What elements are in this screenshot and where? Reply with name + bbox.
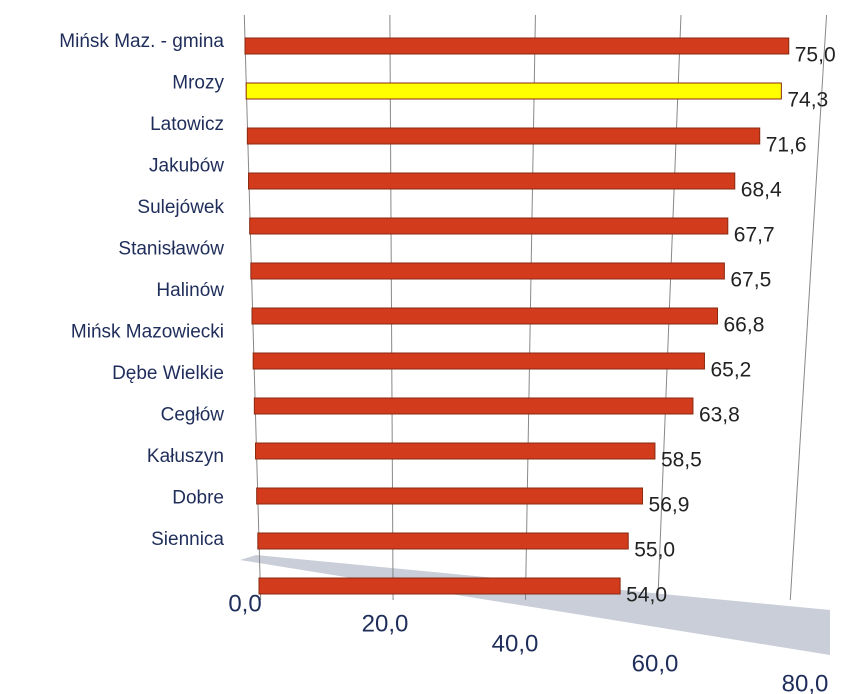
category-label: Jakubów (149, 156, 224, 177)
value-label: 58,5 (661, 449, 702, 472)
category-label: Stanisławów (118, 239, 224, 260)
x-tick-label: 80,0 (782, 670, 829, 694)
value-label: 74,3 (787, 89, 828, 112)
bar (250, 262, 725, 280)
grid-line (789, 14, 828, 601)
value-label: 56,9 (649, 494, 690, 517)
value-label: 67,7 (734, 224, 775, 247)
bar (245, 82, 782, 100)
category-label: Halinów (156, 280, 224, 301)
bar (256, 487, 644, 505)
bar (246, 127, 761, 145)
category-label: Kałuszyn (147, 446, 224, 467)
value-label: 65,2 (710, 359, 751, 382)
value-label: 75,0 (795, 44, 836, 67)
category-label: Dębe Wielkie (112, 363, 224, 384)
category-label: Mrozy (172, 73, 224, 94)
x-tick-label: 60,0 (632, 650, 679, 677)
category-label: Siennica (151, 529, 224, 550)
bar (258, 577, 621, 595)
x-tick-label: 40,0 (492, 630, 539, 657)
category-label: Sulejówek (137, 197, 224, 218)
value-label: 66,8 (724, 314, 765, 337)
category-label: Dobre (172, 488, 224, 509)
value-label: 55,0 (634, 539, 675, 562)
x-tick-label: 20,0 (362, 610, 409, 637)
bar (253, 397, 694, 415)
value-label: 71,6 (766, 134, 807, 157)
bar (257, 532, 629, 550)
category-label: Mińsk Mazowiecki (71, 322, 224, 343)
bar (249, 217, 729, 235)
category-label: Cegłów (161, 405, 225, 426)
value-label: 67,5 (730, 269, 771, 292)
bar (251, 307, 719, 325)
bar (244, 37, 790, 55)
bar (255, 442, 656, 460)
bar (252, 352, 705, 370)
value-label: 68,4 (741, 179, 782, 202)
x-tick-label: 0,0 (228, 590, 261, 617)
category-label: Latowicz (150, 114, 224, 135)
category-label: Mińsk Maz. - gmina (59, 31, 224, 52)
value-label: 63,8 (699, 404, 740, 427)
value-label: 54,0 (626, 584, 667, 607)
bar (248, 172, 736, 190)
